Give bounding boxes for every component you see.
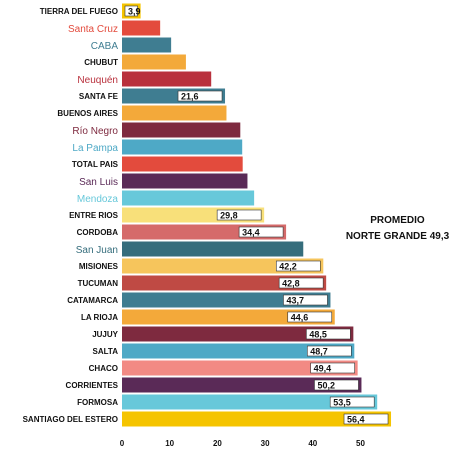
category-label-rio-negro: Río Negro [72,126,118,137]
data-label-box-catamarca [283,294,328,306]
category-label-chaco: CHACO [89,364,118,373]
x-tick-40: 40 [308,439,317,448]
bar-mendoza [122,190,255,206]
bar-chaco [122,360,358,376]
data-label-tucuman: 42,8 [282,279,300,289]
data-label-box-corrientes [314,379,359,391]
x-tick-0: 0 [120,439,125,448]
category-label-cordoba: CORDOBA [77,228,119,237]
data-label-box-formosa [329,396,375,408]
data-label-entre-rios: 29,8 [220,211,238,221]
bar-caba [122,37,172,53]
data-label-jujuy: 48,5 [309,330,327,340]
category-label-san-juan: San Juan [76,245,118,256]
data-label-chaco: 49,4 [314,364,332,374]
category-label-santa-cruz: Santa Cruz [68,24,118,35]
data-label-box-tucuman [278,277,324,289]
bar-la-pampa [122,139,243,155]
bar-la-rioja [122,309,335,325]
x-tick-50: 50 [356,439,365,448]
category-label-santiago-del-estero: SANTIAGO DEL ESTERO [23,415,118,424]
data-label-santa-fe: 21,6 [181,92,199,102]
data-label-box-chaco [310,362,355,374]
category-label-chubut: CHUBUT [84,58,118,67]
data-label-box-santa-fe [177,90,223,102]
category-labels: TIERRA DEL FUEGO Santa Cruz CABA CHUBUT Neuq… [23,7,119,424]
bar-santiago-del-estero [122,411,392,427]
category-label-formosa: FORMOSA [77,398,118,407]
data-label-corrientes: 50,2 [317,381,335,391]
bar-neuquen [122,71,212,87]
bar-tucuman [122,275,327,291]
category-label-tierra-del-fuego: TIERRA DEL FUEGO [40,7,118,16]
bar-salta [122,343,355,359]
category-label-san-luis: San Luis [79,177,118,188]
category-label-entre-rios: ENTRE RIOS [69,211,119,220]
category-label-jujuy: JUJUY [92,330,118,339]
bar-catamarca [122,292,331,308]
data-label-box-la-rioja [287,311,333,323]
annotation-line-1: PROMEDIO [370,215,425,226]
category-label-salta: SALTA [93,347,119,356]
x-tick-10: 10 [165,439,174,448]
data-label-box-tierra-del-fuego [124,5,138,17]
category-label-caba: CABA [91,41,119,52]
category-label-santa-fe: SANTA FE [79,92,119,101]
data-label-formosa: 53,5 [333,398,351,408]
bar-corrientes [122,377,362,393]
bar-jujuy [122,326,354,342]
x-axis-ticks: 0 10 20 30 40 50 [120,439,366,448]
bar-formosa [122,394,378,410]
data-label-box-santiago-del-estero [343,413,389,425]
category-label-misiones: MISIONES [79,262,119,271]
bar-santa-cruz [122,20,161,36]
bar-buenos-aires [122,105,227,121]
data-label-box-jujuy [306,328,351,340]
data-label-box-salta [306,345,352,357]
category-label-mendoza: Mendoza [77,194,119,205]
category-label-la-pampa: La Pampa [72,143,118,154]
data-label-la-rioja: 44,6 [291,313,309,323]
data-label-salta: 48,7 [310,347,328,357]
data-label-santiago-del-estero: 56,4 [347,415,365,425]
category-label-tucuman: TUCUMAN [78,279,119,288]
bar-misiones [122,258,324,274]
data-label-box-entre-rios [216,209,262,221]
category-label-neuquen: Neuquén [77,75,118,86]
bar-rio-negro [122,122,241,138]
data-label-cordoba: 34,4 [242,228,260,238]
bars-layer: 3,9 21,6 29,8 34,4 42,2 42,8 43,7 44,648,5 48,7 4… [122,3,392,427]
category-label-total-pais: TOTAL PAIS [72,160,119,169]
data-label-box-misiones [275,260,321,272]
category-label-corrientes: CORRIENTES [66,381,119,390]
bar-chubut [122,54,186,70]
data-label-misiones: 42,2 [279,262,297,272]
category-label-buenos-aires: BUENOS AIRES [57,109,118,118]
data-label-box-cordoba [238,226,284,238]
x-tick-20: 20 [213,439,222,448]
annotation-line-2: NORTE GRANDE 49,3 [345,231,450,242]
x-tick-30: 30 [261,439,270,448]
category-label-catamarca: CATAMARCA [67,296,118,305]
bar-total-pais [122,156,243,172]
category-label-la-rioja: LA RIOJA [81,313,118,322]
bar-san-luis [122,173,248,189]
data-label-catamarca: 43,7 [286,296,304,306]
bar-san-juan [122,241,304,257]
data-label-tierra-del-fuego: 3,9 [128,7,141,17]
